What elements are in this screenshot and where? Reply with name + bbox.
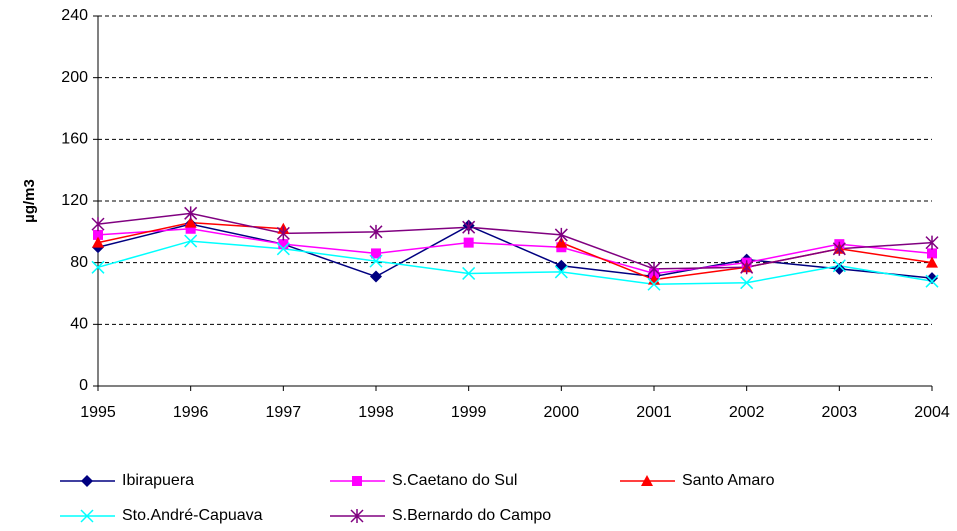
marker <box>276 226 290 241</box>
x-tick-label: 1997 <box>266 404 302 421</box>
marker <box>926 272 938 285</box>
marker <box>925 235 939 250</box>
legend-label: Ibirapuera <box>122 472 194 489</box>
marker <box>925 274 939 288</box>
marker <box>463 237 474 248</box>
marker <box>926 256 938 268</box>
marker <box>184 234 198 248</box>
y-tick-label: 40 <box>70 316 88 333</box>
y-tick-label: 80 <box>70 254 88 271</box>
marker <box>832 241 846 256</box>
legend-marker <box>80 509 94 523</box>
x-tick-label: 1996 <box>173 404 209 421</box>
marker <box>462 220 476 235</box>
series-line <box>97 223 933 279</box>
legend-label: S.Caetano do Sul <box>392 472 517 489</box>
series-line <box>97 240 933 286</box>
y-axis-label: µg/m3 <box>21 179 38 223</box>
marker <box>927 248 937 259</box>
marker <box>462 266 476 280</box>
marker <box>740 276 754 290</box>
marker <box>740 260 754 275</box>
x-tick-label: 2000 <box>544 404 580 421</box>
marker <box>369 254 383 268</box>
marker <box>555 236 568 248</box>
x-tick-label: 1998 <box>358 404 394 421</box>
y-tick-label: 0 <box>79 377 88 394</box>
marker <box>647 277 661 291</box>
series-line <box>97 212 933 270</box>
legend-marker <box>350 509 364 523</box>
x-tick-label: 2003 <box>822 404 858 421</box>
marker <box>647 261 661 276</box>
y-tick-label: 160 <box>61 131 88 148</box>
legend-label: Sto.André-Capuava <box>122 507 263 524</box>
legend-marker <box>352 476 362 486</box>
marker <box>554 265 568 279</box>
marker <box>91 217 105 232</box>
marker <box>371 248 381 259</box>
legend-label: S.Bernardo do Campo <box>392 507 551 524</box>
legend-marker <box>641 475 653 486</box>
y-tick-label: 240 <box>61 7 88 24</box>
legend-marker <box>81 475 93 487</box>
marker <box>93 229 103 240</box>
series-line <box>97 227 933 275</box>
marker <box>184 206 198 221</box>
marker <box>554 227 568 242</box>
marker <box>370 270 382 283</box>
marker <box>276 242 290 256</box>
x-tick-label: 1995 <box>80 404 116 421</box>
x-tick-label: 2002 <box>729 404 765 421</box>
marker <box>91 260 105 274</box>
marker <box>369 224 383 239</box>
marker <box>92 236 104 248</box>
marker <box>185 223 196 234</box>
marker <box>278 239 289 250</box>
x-tick-label: 1999 <box>451 404 487 421</box>
y-tick-label: 120 <box>61 192 88 209</box>
legend-label: Santo Amaro <box>682 472 775 489</box>
marker <box>184 216 197 228</box>
marker <box>832 259 846 273</box>
x-tick-label: 2001 <box>636 404 672 421</box>
y-tick-label: 200 <box>61 69 88 86</box>
marker <box>833 262 846 275</box>
x-tick-label: 2004 <box>914 404 950 421</box>
marker <box>555 259 568 272</box>
